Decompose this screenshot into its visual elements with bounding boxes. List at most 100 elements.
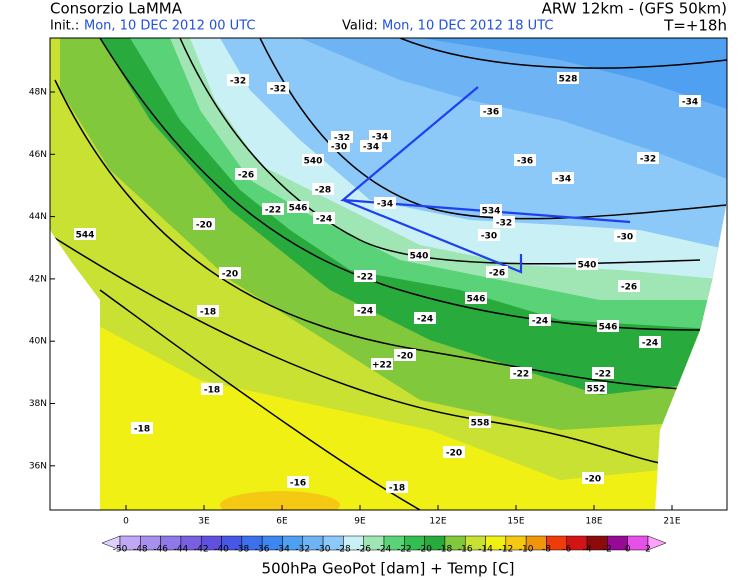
colorbar-label: -48 xyxy=(133,545,148,555)
contour-label: -26 xyxy=(489,269,505,279)
contour-label: -20 xyxy=(196,221,212,231)
contour-label: -22 xyxy=(513,370,529,380)
contour-label: 546 xyxy=(289,204,308,214)
contour-label-bg xyxy=(592,367,614,379)
colorbar-label: -8 xyxy=(542,545,551,555)
colorbar-label: -16 xyxy=(458,545,473,555)
contour-label: -34 xyxy=(682,98,698,108)
label-layer: 48N 46N 44N 42N 40N 38N 36N 0 3E 6E 9E 12E 15E 18E 21E… xyxy=(29,72,701,555)
lon-label: 21E xyxy=(663,517,680,527)
contour-label-bg xyxy=(328,140,350,152)
lon-label: 9E xyxy=(354,517,366,527)
contour-label-bg xyxy=(552,172,574,184)
contour-label: -24 xyxy=(642,339,658,349)
contour-label-bg xyxy=(302,154,324,166)
colorbar-label: -30 xyxy=(316,545,331,555)
contour-label-bg xyxy=(131,422,153,434)
contour-label-bg xyxy=(267,82,289,94)
lat-label: 44N xyxy=(29,212,47,222)
model-title: ARW 12km - (GFS 50km) xyxy=(542,0,727,18)
colorbar-label: -44 xyxy=(174,545,189,555)
contour-label-bg xyxy=(360,140,382,152)
contour-label: -26 xyxy=(238,171,254,181)
contour-label: -20 xyxy=(397,352,413,362)
contour-label: -18 xyxy=(389,484,405,494)
lon-label: 18E xyxy=(585,517,602,527)
contour-label-bg xyxy=(262,203,284,215)
contour-label: -36 xyxy=(517,157,533,167)
contour-label: 558 xyxy=(471,419,490,429)
contour-label: +22 xyxy=(372,361,392,371)
contour-label: 546 xyxy=(467,295,486,305)
contour-label: 528 xyxy=(559,75,578,85)
colorbar-label: -42 xyxy=(194,545,209,555)
contour-label: -16 xyxy=(290,479,306,489)
contour-label-bg xyxy=(637,152,659,164)
colorbar-label: -26 xyxy=(356,545,371,555)
contour-label: -22 xyxy=(265,206,281,216)
contour-label-bg xyxy=(312,183,334,195)
lon-label: 15E xyxy=(507,517,524,527)
contour-label: 540 xyxy=(578,261,597,271)
contour-label: -18 xyxy=(200,308,216,318)
contour-label-bg xyxy=(639,336,661,348)
map-frame xyxy=(49,37,728,511)
track-line xyxy=(340,86,631,274)
init-label: Init.: xyxy=(50,19,79,34)
contour-label: -32 xyxy=(270,85,286,95)
contour-label: 540 xyxy=(410,252,429,262)
center-title: Consorzio LaMMA xyxy=(50,0,183,18)
colorbar-label: -36 xyxy=(255,545,270,555)
contour-label: 546 xyxy=(599,323,618,333)
contour-label-bg xyxy=(529,314,551,326)
contour-label-bg xyxy=(514,154,536,166)
colorbar-label: -18 xyxy=(438,545,453,555)
lon-label: 3E xyxy=(198,517,210,527)
contour-label: -20 xyxy=(222,270,238,280)
contour-label-bg xyxy=(480,204,502,216)
contour-label: -34 xyxy=(555,175,571,185)
contour-label: -20 xyxy=(585,475,601,485)
contour-label-bg xyxy=(478,229,500,241)
contour-label-bg xyxy=(369,130,391,142)
colorbar-label: -38 xyxy=(234,545,249,555)
contour-line xyxy=(50,234,701,471)
colorbar-label: -34 xyxy=(275,545,290,555)
contour-label-bg xyxy=(354,304,376,316)
contour-label-bg xyxy=(201,383,223,395)
contour-label-bg xyxy=(374,197,396,209)
contour-label: -24 xyxy=(532,317,548,327)
contour-label: -18 xyxy=(204,386,220,396)
contour-label-bg xyxy=(227,74,249,86)
colorbar-label: -22 xyxy=(397,545,412,555)
colorbar-label: 2 xyxy=(645,545,651,555)
contour-label: -28 xyxy=(315,186,331,196)
contour-label: -24 xyxy=(417,315,433,325)
colorbar-label: -2 xyxy=(603,545,612,555)
contour-label: 544 xyxy=(76,231,95,241)
lat-label: 36N xyxy=(29,461,47,471)
colorbar-label: -14 xyxy=(478,545,493,555)
contour-label: -30 xyxy=(617,233,633,243)
lat-label: 48N xyxy=(29,88,47,98)
contour-label-bg xyxy=(408,249,430,261)
contour-label: -32 xyxy=(334,134,350,144)
colorbar-label: -4 xyxy=(583,545,592,555)
field-area xyxy=(220,491,340,510)
contour-label: -34 xyxy=(363,143,379,153)
contour-label: -32 xyxy=(496,219,512,229)
field-area xyxy=(420,38,727,110)
colorbar-label: -28 xyxy=(336,545,351,555)
colorbar-end xyxy=(647,535,667,551)
contour-label: 552 xyxy=(587,385,606,395)
colorbar-label: -50 xyxy=(113,545,128,555)
contour-label-bg xyxy=(465,292,487,304)
contour-label: -36 xyxy=(483,108,499,118)
contour-label: -32 xyxy=(640,155,656,165)
contour-label: -26 xyxy=(621,283,637,293)
lon-label: 0 xyxy=(123,517,129,527)
contour-label: -34 xyxy=(377,200,393,210)
contour-label-bg xyxy=(443,446,465,458)
contour-label-bg xyxy=(510,367,532,379)
lat-label: 40N xyxy=(29,337,47,347)
